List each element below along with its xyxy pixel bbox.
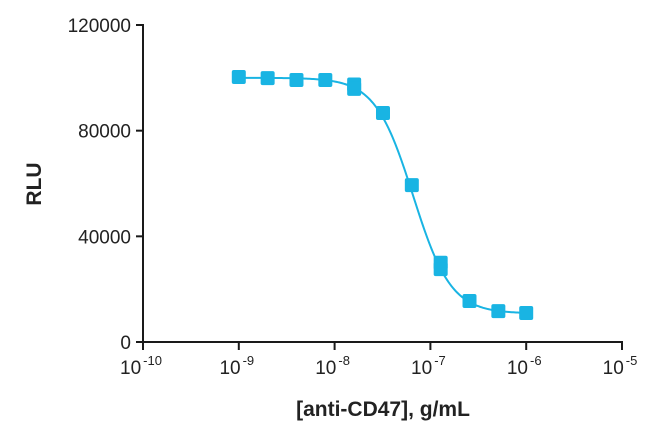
x-tick-base: 10: [411, 358, 432, 379]
x-tick-base: 10: [507, 358, 528, 379]
x-tick-base: 10: [315, 358, 336, 379]
data-point: [231, 70, 246, 85]
data-point: [433, 262, 448, 277]
x-tick-base: 10: [603, 358, 624, 379]
x-tick-exponent: -5: [626, 353, 638, 368]
x-tick-base: 10: [120, 358, 141, 379]
y-axis-title: RLU: [23, 162, 46, 205]
x-tick-exponent: -7: [434, 353, 446, 368]
data-point: [462, 294, 477, 309]
data-point: [260, 71, 275, 86]
x-tick-exponent: -10: [143, 353, 162, 368]
data-point: [491, 304, 506, 319]
x-tick-label: 10 -10: [120, 353, 162, 379]
y-ticks: 0 40000 80000 120000: [68, 16, 143, 354]
x-tick-exponent: -6: [530, 353, 542, 368]
data-points-layer: [231, 70, 534, 320]
data-point: [347, 81, 362, 96]
x-tick-label: 10 -7: [411, 353, 446, 379]
y-tick-label: 120000: [68, 16, 131, 37]
x-ticks: 10 -10 10 -9 10 -8 10 -7 10 -6 10 -5: [120, 342, 637, 379]
x-tick-base: 10: [219, 358, 240, 379]
x-tick-label: 10 -6: [507, 353, 542, 379]
y-tick-label: 0: [120, 333, 131, 354]
x-axis-title: [anti-CD47], g/mL: [296, 398, 470, 421]
y-tick-label: 80000: [78, 122, 131, 143]
y-tick-label: 40000: [78, 227, 131, 248]
data-point: [318, 72, 333, 87]
x-tick-exponent: -9: [243, 353, 255, 368]
x-tick-label: 10 -5: [603, 353, 638, 379]
x-tick-label: 10 -9: [219, 353, 254, 379]
axes: [142, 24, 623, 349]
data-point: [519, 305, 534, 320]
data-point: [375, 105, 390, 120]
data-point: [289, 72, 304, 87]
x-tick-exponent: -8: [338, 353, 350, 368]
data-point: [404, 178, 419, 193]
x-tick-label: 10 -8: [315, 353, 350, 379]
